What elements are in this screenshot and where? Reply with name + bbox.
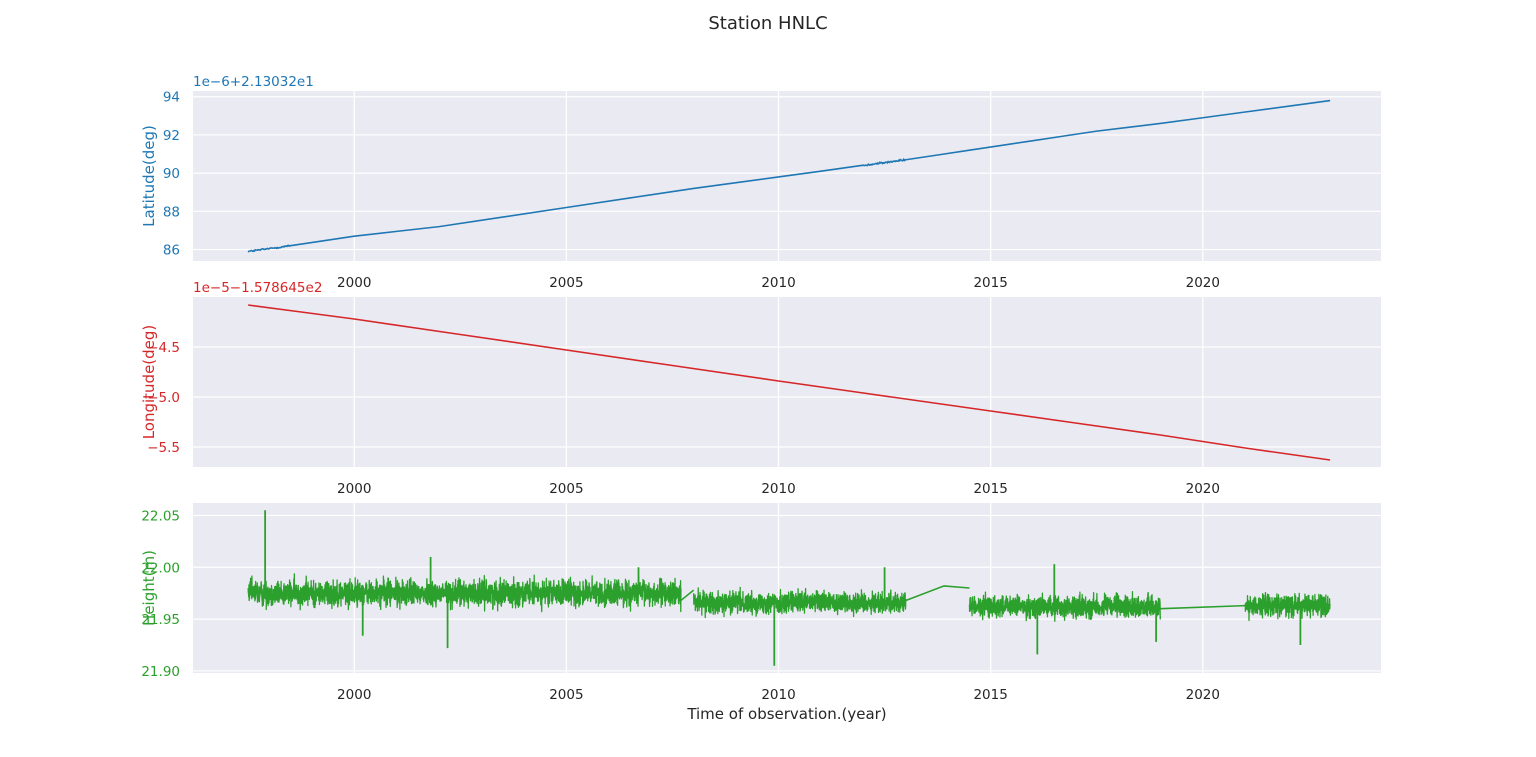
latitude-offset-text: 1e−6+2.13032e1 [193, 74, 314, 90]
latitude-x-tick-label: 2010 [761, 275, 795, 291]
height-x-tick-label: 2010 [761, 687, 795, 703]
latitude-series-line [247, 99, 1331, 253]
longitude-x-tick-label: 2010 [761, 481, 795, 497]
height-y-tick-label: 21.95 [141, 612, 180, 628]
height-series-gap-line [680, 589, 695, 602]
longitude-y-tick-label: −4.5 [147, 340, 180, 356]
latitude-axes: 2000 2005 2010 2015 2020 86 88 90 92 94 Latitude(d… [140, 74, 1381, 291]
height-x-tick-label: 2000 [337, 687, 371, 703]
latitude-y-tick-label: 88 [163, 204, 180, 220]
longitude-axes: 2000 2005 2010 2015 2020 −4.5 −5.0 −5.5Longitud… [140, 280, 1381, 497]
longitude-x-tick-label: 2005 [549, 481, 583, 497]
longitude-x-tick-label: 2020 [1186, 481, 1220, 497]
height-series-segment [247, 573, 682, 613]
latitude-y-axis-label: Latitude(deg) [140, 125, 158, 227]
height-series-gap-line [905, 585, 970, 602]
height-axes: 2000 2005 2010 2015 2020 21.90 21.95 22.00 22.05… [140, 503, 1381, 723]
longitude-y-tick-label: −5.0 [147, 390, 180, 406]
latitude-y-tick-label: 94 [163, 90, 180, 106]
longitude-y-axis-label: Longitude(deg) [140, 325, 158, 440]
height-y-tick-label: 22.00 [141, 560, 180, 576]
longitude-y-tick-label: −5.5 [147, 440, 180, 456]
height-y-tick-label: 21.90 [141, 664, 180, 680]
latitude-y-tick-label: 86 [163, 243, 180, 259]
latitude-y-tick-label: 90 [163, 166, 180, 182]
latitude-x-tick-label: 2005 [549, 275, 583, 291]
figure-title: Station HNLC [708, 13, 827, 34]
height-series-gap-line [1160, 604, 1246, 610]
height-y-tick-label: 22.05 [141, 508, 180, 524]
height-x-tick-label: 2020 [1186, 687, 1220, 703]
latitude-x-tick-label: 2020 [1186, 275, 1220, 291]
latitude-x-tick-label: 2015 [973, 275, 1007, 291]
height-series-segment [1244, 591, 1331, 622]
height-series-segment [693, 586, 907, 619]
latitude-x-tick-label: 2000 [337, 275, 371, 291]
height-x-axis-label: Time of observation.(year) [686, 705, 886, 723]
longitude-x-tick-label: 2015 [973, 481, 1007, 497]
latitude-y-tick-label: 92 [163, 128, 180, 144]
longitude-x-tick-label: 2000 [337, 481, 371, 497]
height-x-tick-label: 2005 [549, 687, 583, 703]
longitude-series-line [248, 304, 1331, 461]
height-x-tick-label: 2015 [973, 687, 1007, 703]
height-y-axis-label: Height(m) [140, 550, 158, 626]
height-series-segment [968, 590, 1162, 622]
longitude-offset-text: 1e−5−1.578645e2 [193, 280, 322, 296]
